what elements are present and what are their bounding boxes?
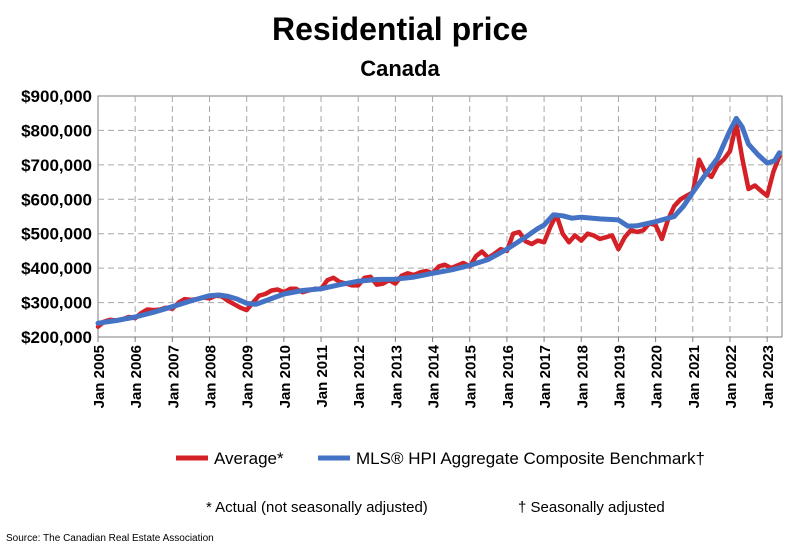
plot-area xyxy=(97,95,783,338)
x-tick-label: Jan 2017 xyxy=(537,345,554,408)
x-tick-label: Jan 2006 xyxy=(128,345,145,408)
legend-label-mls-hpi: MLS® HPI Aggregate Composite Benchmark† xyxy=(356,449,705,468)
x-tick-label: Jan 2008 xyxy=(203,345,220,408)
series-line-mls-hpi xyxy=(95,115,782,326)
legend: Average* MLS® HPI Aggregate Composite Be… xyxy=(176,449,705,468)
y-tick-label: $400,000 xyxy=(21,259,92,278)
y-tick-label: $700,000 xyxy=(21,156,92,175)
x-tick-label: Jan 2022 xyxy=(723,345,740,408)
y-axis-ticks: $200,000 $300,000 $400,000 $500,000 $600,000… xyxy=(21,87,92,347)
x-tick-label: Jan 2009 xyxy=(240,345,257,408)
x-tick-label: Jan 2014 xyxy=(426,344,443,408)
x-tick-label: Jan 2018 xyxy=(574,345,591,408)
y-tick-label: $200,000 xyxy=(21,328,92,347)
legend-label-average: Average* xyxy=(214,449,284,468)
y-tick-label: $800,000 xyxy=(21,121,92,140)
chart-subtitle: Canada xyxy=(360,56,440,81)
x-tick-label: Jan 2007 xyxy=(165,345,182,408)
source-note: Source: The Canadian Real Estate Associa… xyxy=(6,533,214,544)
x-tick-label: Jan 2021 xyxy=(686,345,703,408)
x-tick-label: Jan 2005 xyxy=(91,345,108,408)
y-tick-label: $900,000 xyxy=(21,87,92,106)
x-tick-label: Jan 2015 xyxy=(463,345,480,408)
gridlines xyxy=(98,96,782,337)
x-tick-label: Jan 2010 xyxy=(277,345,294,408)
note-seasonal: † Seasonally adjusted xyxy=(518,499,665,516)
series-lines xyxy=(95,115,782,329)
x-tick-label: Jan 2023 xyxy=(760,345,777,408)
note-actual: * Actual (not seasonally adjusted) xyxy=(206,499,428,516)
x-tick-label: Jan 2019 xyxy=(611,345,628,408)
x-tick-label: Jan 2013 xyxy=(388,345,405,408)
plot-border xyxy=(97,95,783,338)
chart-title: Residential price xyxy=(272,11,528,47)
x-tick-label: Jan 2020 xyxy=(649,345,666,408)
x-tick-label: Jan 2016 xyxy=(500,345,517,408)
y-tick-label: $500,000 xyxy=(21,225,92,244)
x-tick-label: Jan 2012 xyxy=(351,345,368,408)
x-tick-label: Jan 2011 xyxy=(314,345,331,408)
x-axis-ticks: Jan 2005 Jan 2006 Jan 2007 Jan 2008 Jan 2009… xyxy=(91,337,777,408)
y-tick-label: $300,000 xyxy=(21,294,92,313)
y-tick-label: $600,000 xyxy=(21,190,92,209)
